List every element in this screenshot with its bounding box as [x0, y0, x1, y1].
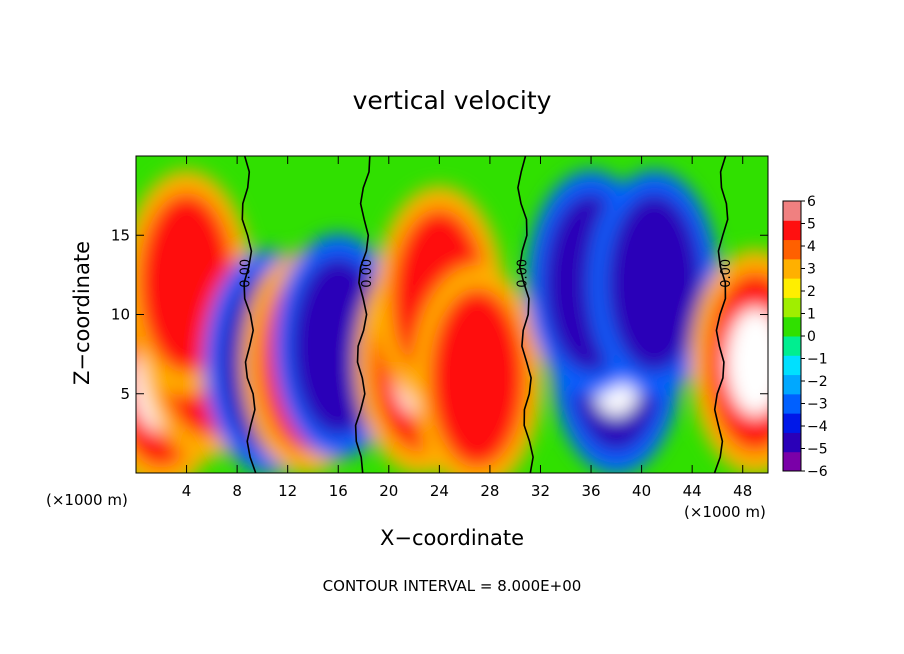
- colorbar-tick-label: −4: [807, 419, 828, 435]
- colorbar-tick-label: −5: [807, 442, 828, 458]
- field-core: [429, 287, 526, 468]
- colorbar-swatch: [783, 220, 801, 241]
- field-saturated: [726, 308, 768, 417]
- colorbar-tick-label: 5: [807, 217, 816, 233]
- colorbar-swatch: [783, 316, 801, 337]
- contour-interval-note: CONTOUR INTERVAL = 8.000E+00: [322, 577, 582, 595]
- colorbar-swatch: [783, 451, 801, 472]
- x-tick-label: 40: [632, 482, 651, 500]
- x-tick-label: 28: [480, 482, 499, 500]
- x-axis-label: X−coordinate: [380, 526, 524, 550]
- colorbar-swatch: [783, 278, 801, 298]
- colorbar-swatch: [783, 201, 801, 221]
- colorbar-swatch: [783, 239, 801, 260]
- colorbar-swatch: [783, 258, 801, 279]
- x-tick-label: 16: [329, 482, 348, 500]
- zero-contour-line: [241, 156, 257, 473]
- colorbar-tick-label: −1: [807, 352, 828, 368]
- colorbar-tick-label: 4: [807, 239, 816, 255]
- x-tick-label: 32: [531, 482, 550, 500]
- zero-contour-label: 0.00: [719, 259, 734, 288]
- colorbar-swatch: [783, 355, 801, 376]
- zero-contour-line: [517, 156, 534, 473]
- y-tick-label: 5: [120, 385, 130, 403]
- colorbar-swatch: [783, 374, 801, 395]
- colorbar-swatch: [783, 336, 801, 356]
- zero-contour-line: [713, 156, 729, 473]
- colorbar-swatch: [783, 393, 801, 414]
- colorbar-tick-label: 0: [807, 329, 816, 345]
- chart-title: vertical velocity: [352, 86, 552, 115]
- zero-contour-label: 0.00: [515, 259, 530, 288]
- colorbar-tick-label: −6: [807, 464, 828, 480]
- colorbar-tick-label: 1: [807, 307, 816, 323]
- x-tick-label: 48: [733, 482, 752, 500]
- x-tick-label: 12: [278, 482, 297, 500]
- y-tick-label: 15: [111, 226, 130, 244]
- x-unit-label-right: (×1000 m): [684, 503, 766, 521]
- colorbar-tick-label: −2: [807, 374, 828, 390]
- x-tick-label: 8: [232, 482, 242, 500]
- x-tick-label: 20: [379, 482, 398, 500]
- x-tick-label: 44: [683, 482, 702, 500]
- colorbar-tick-label: −3: [807, 397, 828, 413]
- colorbar-tick-label: 3: [807, 262, 816, 278]
- x-tick-label: 36: [581, 482, 600, 500]
- colorbar-tick-label: 6: [807, 194, 816, 210]
- y-tick-label: 10: [111, 306, 130, 324]
- field-blobs: [136, 170, 768, 473]
- zero-contour-line: [354, 156, 371, 473]
- colorbar-swatch: [783, 297, 801, 318]
- x-tick-label: 24: [430, 482, 449, 500]
- colorbar-tick-label: 2: [807, 284, 816, 300]
- colorbar-swatch: [783, 432, 801, 453]
- zero-contour-label: 0.00: [360, 259, 375, 288]
- zero-contour-label: 0.00: [238, 259, 253, 288]
- colorbar-swatch: [783, 413, 801, 433]
- field-core: [606, 192, 703, 373]
- x-tick-label: 4: [182, 482, 192, 500]
- x-unit-label-left: (×1000 m): [46, 491, 128, 509]
